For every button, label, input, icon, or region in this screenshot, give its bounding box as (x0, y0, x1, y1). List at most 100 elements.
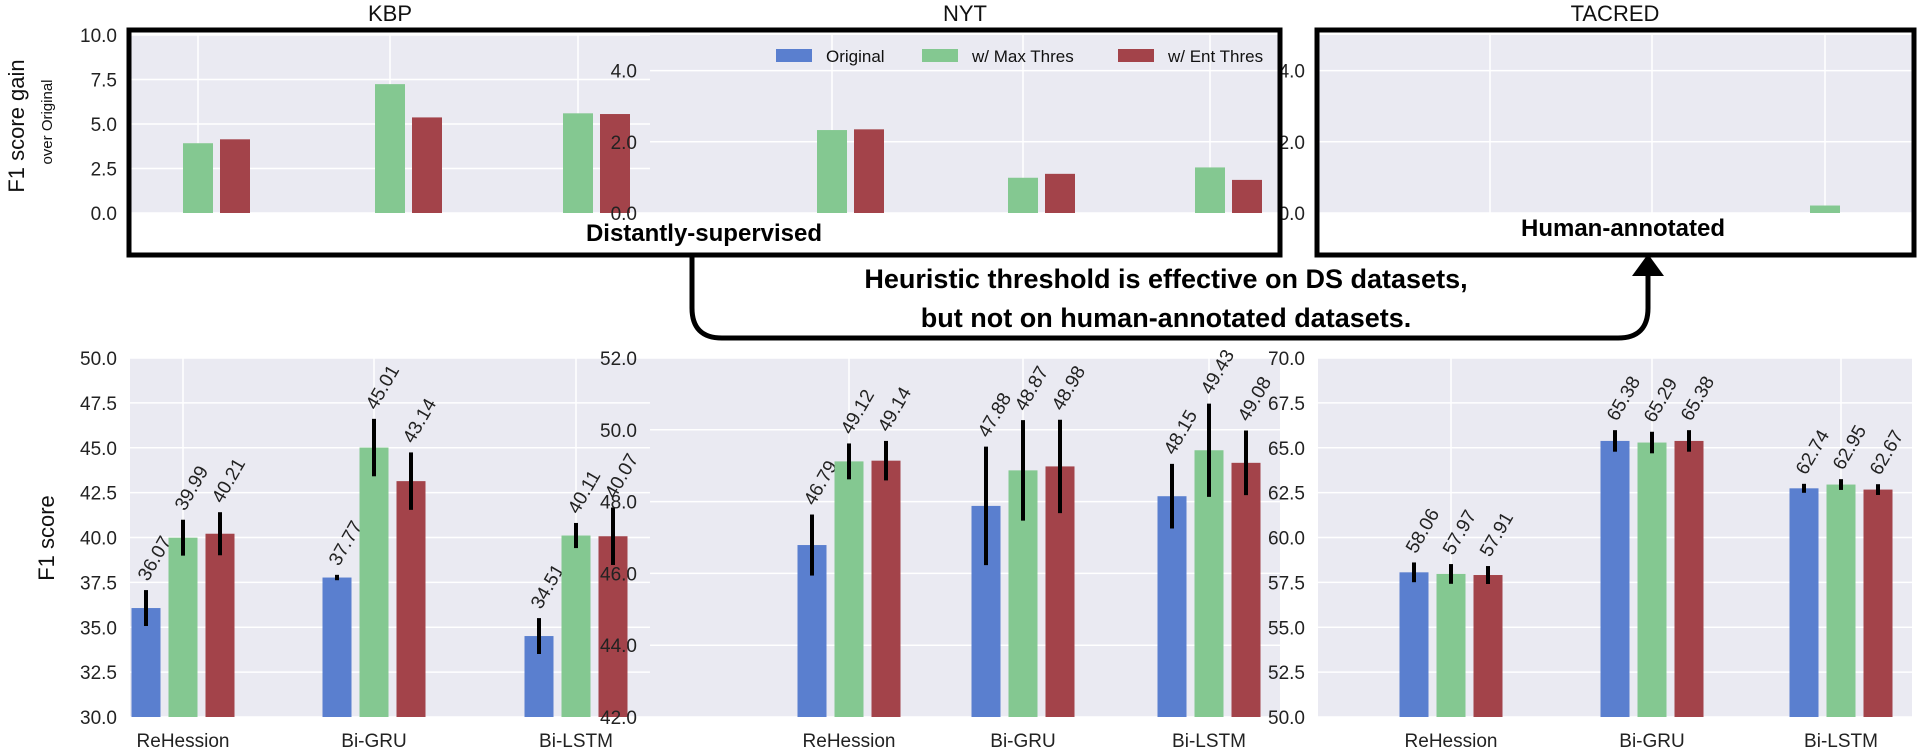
legend-swatch (922, 49, 958, 62)
bar-nyt-gain-0-2 (1195, 167, 1225, 213)
y-tick-label: 65.0 (1268, 439, 1305, 460)
y-tick-label: 40.0 (80, 529, 117, 550)
bar-tacred-f1-1-0 (1436, 573, 1466, 717)
chart-title: KBP (368, 1, 412, 26)
bar-tacred-f1-0-1 (1600, 440, 1630, 717)
bar-tacred-f1-0-0 (1399, 572, 1429, 717)
legend-entry: Original (826, 47, 885, 66)
legend-entry: w/ Ent Thres (1167, 47, 1263, 66)
x-tick-label: Bi-LSTM (539, 731, 613, 752)
y-tick-label: 2.5 (91, 160, 117, 181)
y-tick-label: 67.5 (1268, 394, 1305, 415)
y-tick-label: 50.0 (80, 349, 117, 370)
legend: Original w/ Max Thres w/ Ent Thres (776, 47, 1263, 66)
x-tick-label: Bi-GRU (1619, 731, 1684, 752)
ds-region-box (126, 27, 1283, 258)
y-tick-label: 0.0 (1279, 204, 1305, 225)
plot-background (650, 35, 1280, 213)
panel-nyt-gain: 0.0 2.0 4.0 NYT (611, 1, 1280, 225)
x-tick-label: ReHession (137, 731, 230, 752)
y-tick-label: 45.0 (80, 439, 117, 460)
panel-kbp-gain: 0.0 2.5 5.0 7.5 10.0 KBP (80, 1, 650, 225)
legend-swatch (1118, 49, 1154, 62)
bar-tacred-f1-1-2 (1826, 484, 1856, 717)
bar-tacred-f1-2-1 (1674, 440, 1704, 717)
y-tick-label: 0.0 (611, 204, 637, 225)
y-tick-label: 52.0 (600, 349, 637, 370)
message-line-2: but not on human-annotated datasets. (921, 303, 1412, 333)
bar-kbp-gain-1-2 (600, 114, 630, 213)
panel-tacred-f1: 50.052.555.057.560.062.565.067.570.058.0… (1268, 349, 1912, 752)
bar-kbp-f1-1-2 (561, 535, 591, 717)
bar-nyt-gain-0-0 (817, 130, 847, 213)
bar-kbp-gain-1-1 (412, 117, 442, 213)
y-axis-sublabel-gain: over Original (39, 79, 56, 164)
ds-region-label: Distantly-supervised (586, 220, 822, 247)
y-tick-label: 57.5 (1268, 573, 1305, 594)
bar-nyt-f1-2-2 (1231, 462, 1261, 717)
legend-entry: w/ Max Thres (971, 47, 1074, 66)
bar-kbp-f1-0-1 (322, 577, 352, 717)
y-tick-label: 5.0 (91, 115, 117, 136)
bar-kbp-gain-0-0 (183, 143, 213, 213)
bar-kbp-gain-1-0 (220, 139, 250, 213)
x-tick-label: ReHession (803, 731, 896, 752)
x-tick-label: Bi-LSTM (1172, 731, 1246, 752)
human-region-label: Human-annotated (1521, 215, 1725, 242)
bar-kbp-gain-0-1 (375, 84, 405, 214)
bar-kbp-f1-0-0 (131, 608, 161, 717)
bar-tacred-f1-1-1 (1637, 442, 1667, 717)
y-tick-label: 32.5 (80, 663, 117, 684)
bar-tacred-f1-2-2 (1863, 489, 1893, 717)
bar-kbp-f1-2-0 (205, 533, 235, 717)
y-tick-label: 4.0 (611, 62, 637, 83)
bar-tacred-gain-0-2 (1810, 205, 1840, 213)
chart-title: TACRED (1571, 1, 1660, 26)
connector-arrow (689, 257, 1651, 341)
chart-title: NYT (943, 1, 987, 26)
x-tick-label: Bi-LSTM (1804, 731, 1878, 752)
bar-nyt-f1-0-2 (1157, 496, 1187, 717)
plot-background (1318, 35, 1912, 213)
message-line-1: Heuristic threshold is effective on DS d… (864, 264, 1467, 294)
y-tick-label: 46.0 (600, 564, 637, 585)
panel-tacred-gain: 0.0 2.0 4.0 TACRED (1279, 1, 1912, 225)
y-tick-label: 50.0 (1268, 708, 1305, 729)
y-tick-label: 10.0 (80, 26, 117, 47)
y-tick-label: 50.0 (600, 421, 637, 442)
y-tick-label: 70.0 (1268, 349, 1305, 370)
bar-nyt-gain-1-2 (1232, 179, 1262, 213)
y-tick-label: 42.0 (600, 708, 637, 729)
bar-kbp-f1-2-2 (598, 536, 628, 717)
bar-nyt-f1-2-0 (871, 460, 901, 717)
human-region-box (1314, 27, 1917, 258)
chart-panels: 0.0 2.5 5.0 7.5 10.0 KBP 0.0 2.0 4.0 NYT 0.0 2.0 4.0… (4, 1, 1912, 752)
bar-tacred-f1-2-0 (1473, 575, 1503, 717)
bar-kbp-f1-2-1 (396, 481, 426, 717)
bar-kbp-f1-1-1 (359, 447, 389, 717)
bar-nyt-gain-0-1 (1008, 177, 1038, 213)
bar-nyt-f1-1-0 (834, 461, 864, 717)
x-tick-label: ReHession (1405, 731, 1498, 752)
bar-kbp-gain-0-2 (563, 113, 593, 213)
bar-nyt-gain-1-1 (1045, 173, 1075, 213)
y-tick-label: 7.5 (91, 71, 117, 92)
x-tick-label: Bi-GRU (341, 731, 406, 752)
y-tick-label: 62.5 (1268, 484, 1305, 505)
y-tick-label: 2.0 (1279, 133, 1305, 154)
bar-nyt-gain-1-0 (854, 129, 884, 213)
y-tick-label: 35.0 (80, 618, 117, 639)
arrowhead-icon (1632, 254, 1664, 276)
y-axis-label-f1: F1 score (34, 495, 59, 581)
y-tick-label: 48.0 (600, 493, 637, 514)
y-tick-label: 30.0 (80, 708, 117, 729)
y-tick-label: 55.0 (1268, 618, 1305, 639)
panel-kbp-f1: 30.032.535.037.540.042.545.047.550.036.0… (80, 349, 650, 752)
y-tick-label: 60.0 (1268, 529, 1305, 550)
y-tick-label: 4.0 (1279, 62, 1305, 83)
y-tick-label: 0.0 (91, 204, 117, 225)
bar-tacred-f1-0-2 (1789, 488, 1819, 717)
legend-swatch (776, 49, 812, 62)
